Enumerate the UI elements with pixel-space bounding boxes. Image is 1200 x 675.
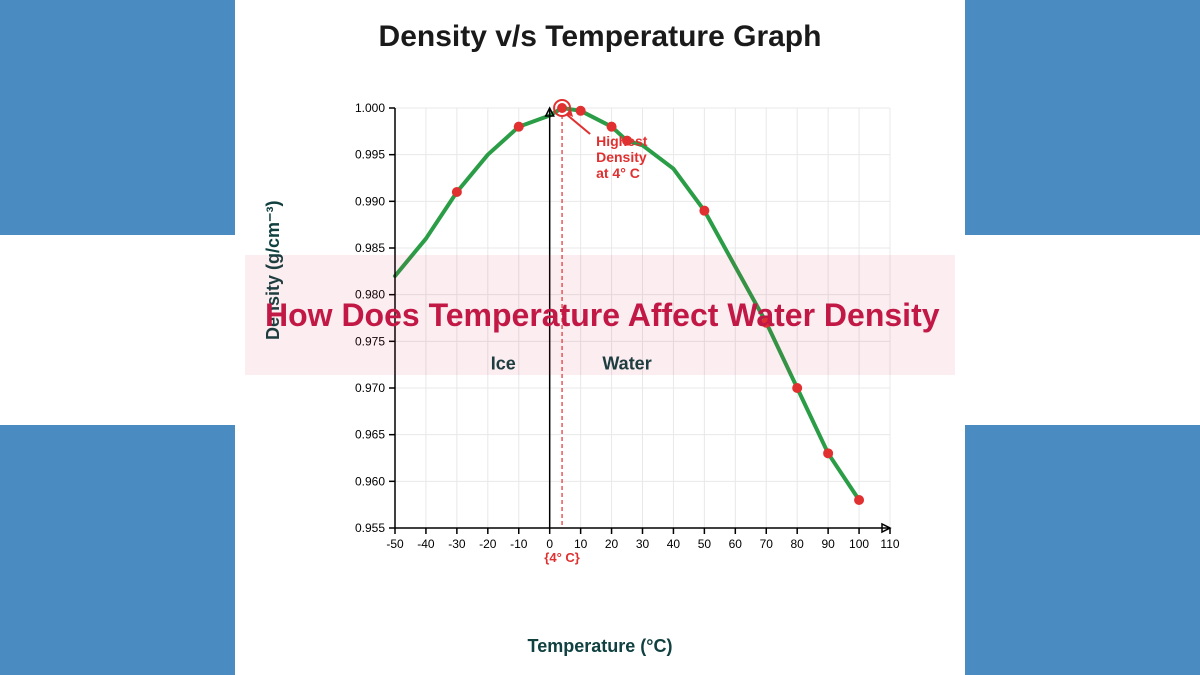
svg-text:0.985: 0.985 — [355, 241, 385, 255]
svg-text:0.960: 0.960 — [355, 474, 385, 488]
svg-text:1.000: 1.000 — [355, 101, 385, 115]
svg-text:at 4° C: at 4° C — [596, 165, 640, 181]
svg-text:0.970: 0.970 — [355, 381, 385, 395]
headline-overlay-text: How Does Temperature Affect Water Densit… — [265, 295, 955, 335]
svg-text:80: 80 — [791, 537, 805, 551]
svg-text:50: 50 — [698, 537, 712, 551]
svg-text:-50: -50 — [386, 537, 404, 551]
svg-text:-40: -40 — [417, 537, 435, 551]
svg-text:0.965: 0.965 — [355, 428, 385, 442]
svg-text:Density: Density — [596, 149, 647, 165]
svg-text:110: 110 — [880, 537, 899, 551]
svg-text:Highest: Highest — [596, 133, 648, 149]
headline-overlay-band: How Does Temperature Affect Water Densit… — [245, 255, 955, 375]
svg-text:-10: -10 — [510, 537, 528, 551]
svg-text:-20: -20 — [479, 537, 497, 551]
svg-text:0.955: 0.955 — [355, 521, 385, 535]
svg-text:100: 100 — [849, 537, 869, 551]
svg-text:90: 90 — [821, 537, 835, 551]
svg-text:0.995: 0.995 — [355, 148, 385, 162]
svg-text:10: 10 — [574, 537, 588, 551]
x-axis-label: Temperature (°C) — [235, 636, 965, 657]
svg-text:0: 0 — [546, 537, 553, 551]
svg-text:{4° C}: {4° C} — [544, 550, 580, 565]
chart-title: Density v/s Temperature Graph — [235, 20, 965, 54]
svg-text:0.990: 0.990 — [355, 194, 385, 208]
svg-text:40: 40 — [667, 537, 681, 551]
svg-text:60: 60 — [729, 537, 743, 551]
svg-text:20: 20 — [605, 537, 619, 551]
svg-text:-30: -30 — [448, 537, 466, 551]
svg-text:70: 70 — [760, 537, 774, 551]
svg-text:30: 30 — [636, 537, 650, 551]
